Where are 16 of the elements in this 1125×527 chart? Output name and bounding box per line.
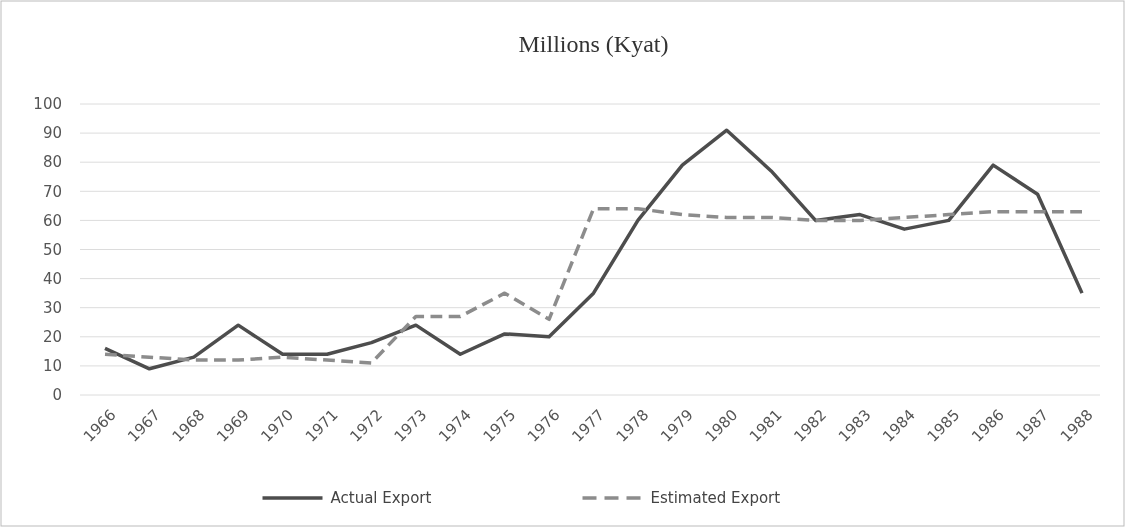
y-tick-label: 40 xyxy=(42,269,62,288)
y-tick-label: 70 xyxy=(42,182,62,201)
y-tick-label: 100 xyxy=(33,95,62,114)
y-tick-label: 60 xyxy=(42,211,62,230)
legend-label: Estimated Export xyxy=(650,489,781,508)
y-tick-label: 30 xyxy=(42,298,62,317)
y-tick-label: 20 xyxy=(42,328,62,347)
y-tick-label: 90 xyxy=(42,124,62,143)
y-tick-label: 0 xyxy=(52,386,62,405)
y-tick-label: 50 xyxy=(42,240,62,259)
chart-title: Millions (Kyat) xyxy=(518,31,669,57)
line-series xyxy=(103,128,1084,371)
line-series xyxy=(103,207,1084,365)
y-tick-label: 10 xyxy=(42,357,62,376)
y-tick-label: 80 xyxy=(42,153,62,172)
legend-label: Actual Export xyxy=(330,489,432,508)
